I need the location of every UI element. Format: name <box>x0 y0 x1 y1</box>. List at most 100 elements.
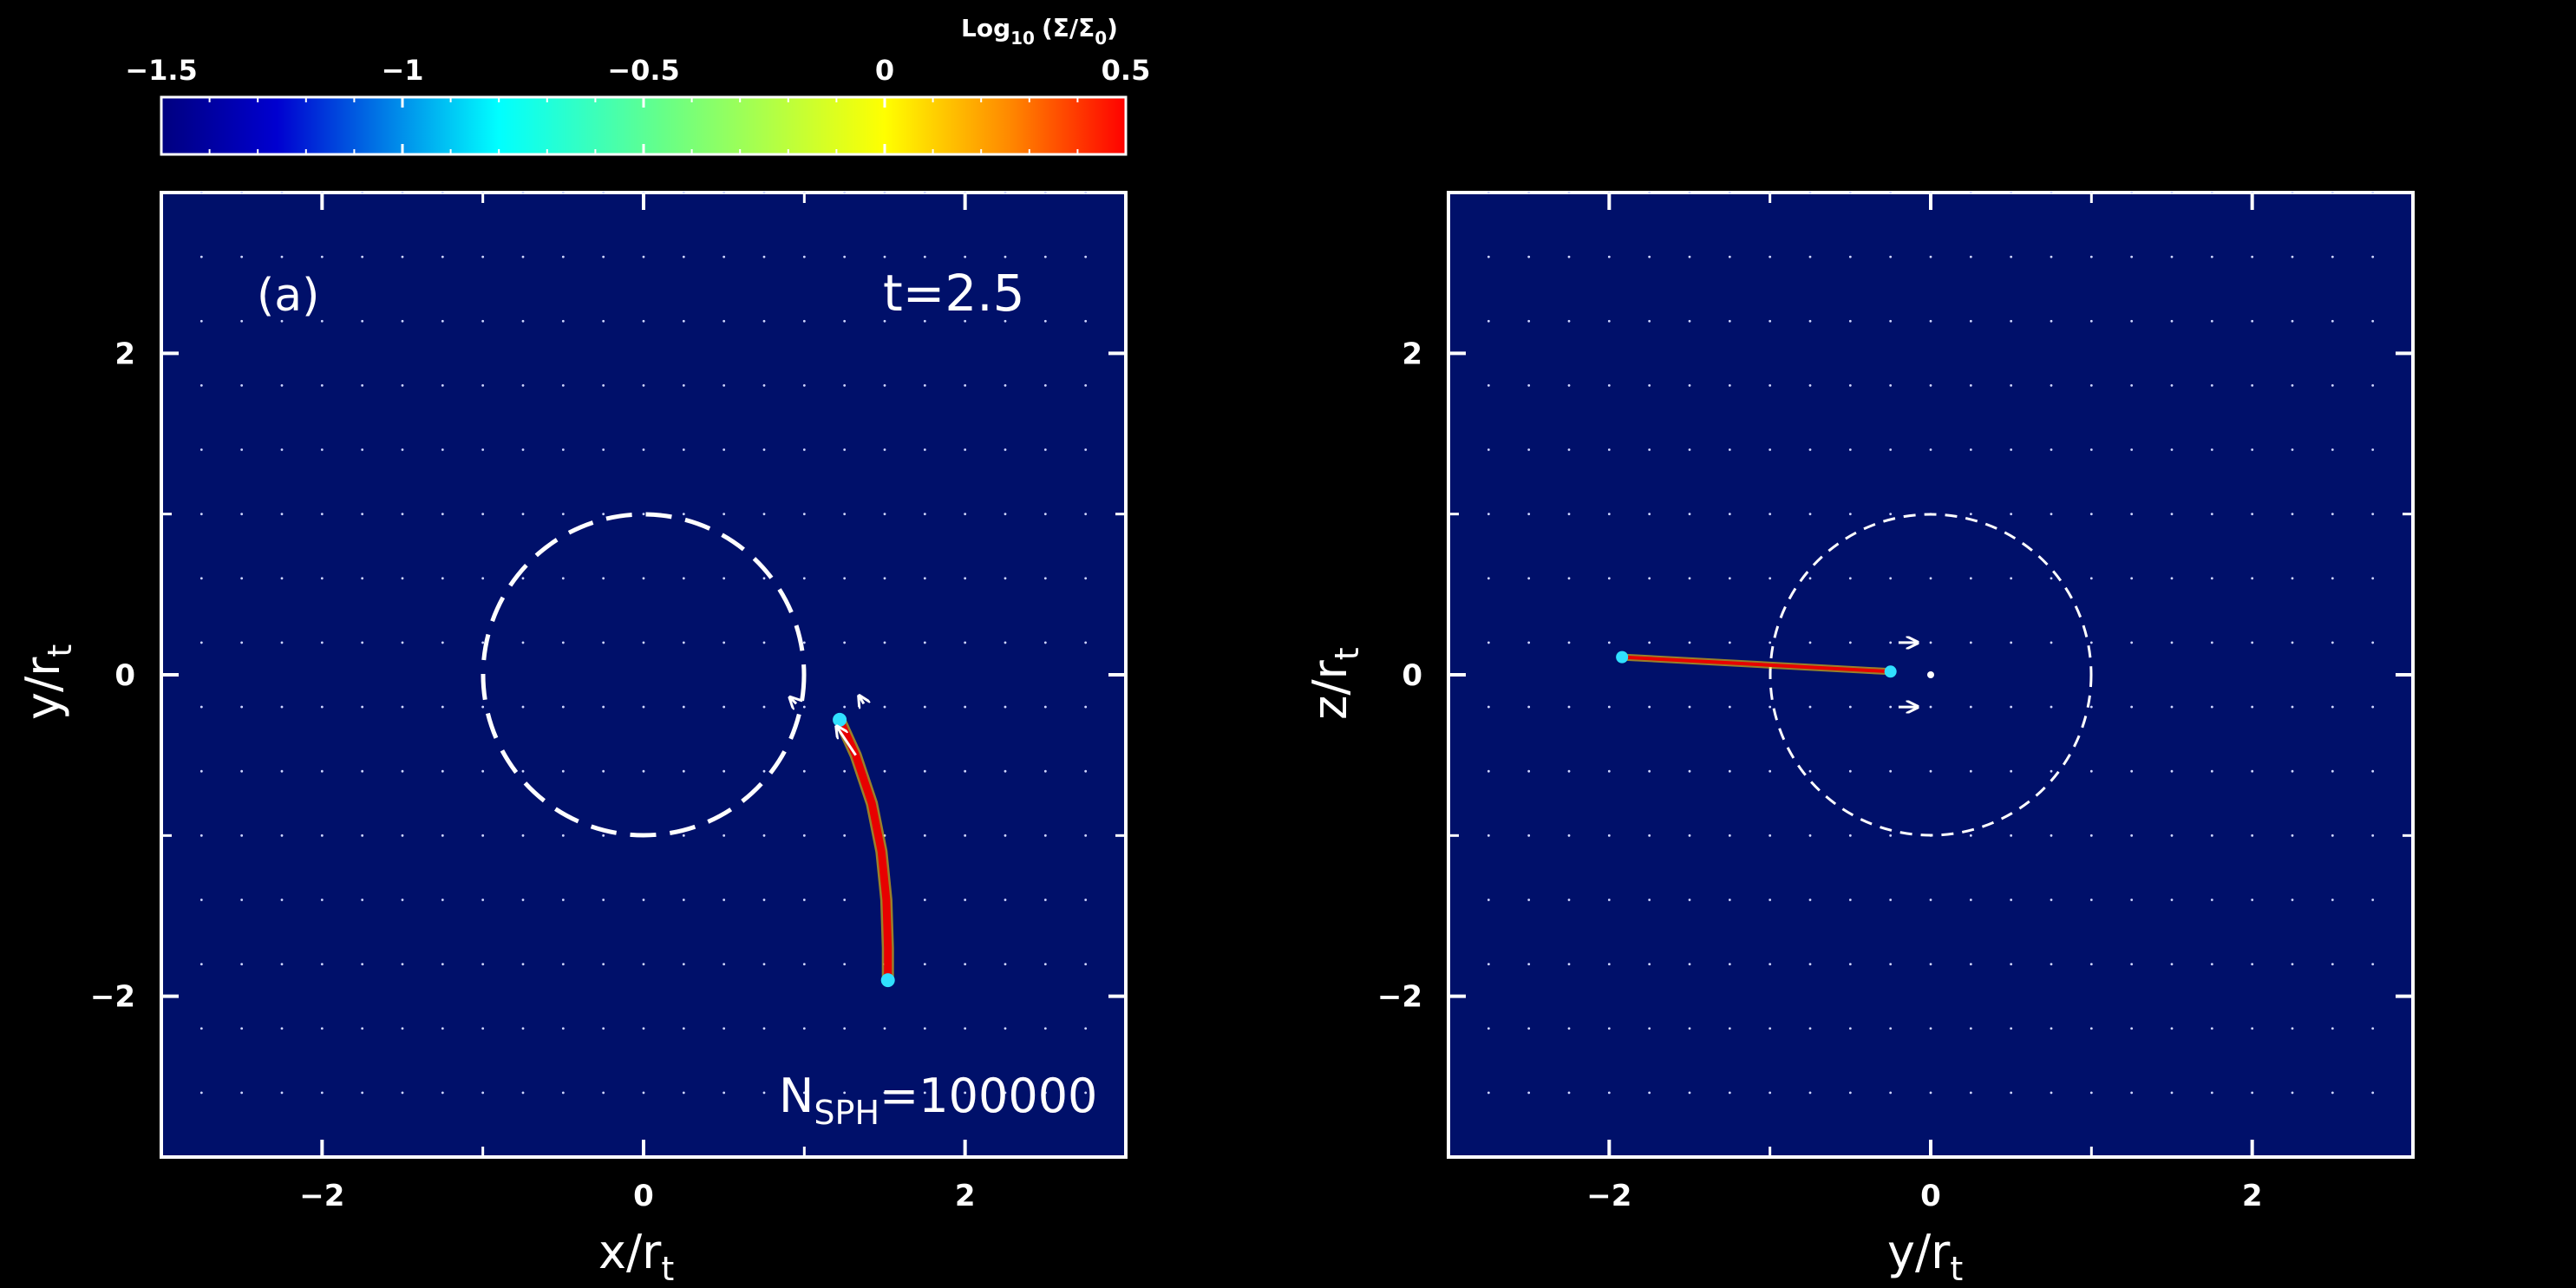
grid-dot <box>2371 191 2375 194</box>
grid-dot <box>843 577 847 580</box>
grid-dot <box>1969 255 1972 258</box>
grid-dot <box>1889 577 1893 580</box>
grid-dot <box>1688 1027 1691 1030</box>
grid-dot <box>762 319 766 323</box>
grid-dot <box>2130 191 2134 194</box>
grid-dot <box>199 834 203 837</box>
grid-dot <box>2291 513 2294 516</box>
grid-dot <box>1648 319 1651 323</box>
grid-dot <box>802 899 806 901</box>
grid-dot <box>1688 834 1691 837</box>
grid-dot <box>1487 705 1490 709</box>
grid-dot <box>1929 641 1932 644</box>
grid-dot <box>1969 448 1972 451</box>
grid-dot <box>240 1027 244 1030</box>
grid-dot <box>361 834 364 837</box>
grid-dot <box>883 769 886 773</box>
grid-dot <box>964 705 967 709</box>
grid-dot <box>1567 769 1571 773</box>
grid-dot <box>2371 448 2375 451</box>
grid-dot <box>401 705 404 709</box>
grid-dot <box>2371 513 2375 516</box>
grid-dot <box>441 1027 444 1030</box>
y-tick-label: 2 <box>114 337 135 371</box>
grid-dot <box>1848 1091 1852 1095</box>
grid-dot <box>682 448 685 451</box>
grid-dot <box>1848 899 1852 901</box>
grid-dot <box>1043 255 1047 258</box>
grid-dot <box>1607 1027 1611 1030</box>
grid-dot <box>2050 641 2053 644</box>
grid-dot <box>1848 1027 1852 1030</box>
grid-dot <box>682 191 685 194</box>
grid-dot <box>1969 384 1972 387</box>
grid-dot <box>843 1091 847 1095</box>
grid-dot <box>1527 448 1531 451</box>
grid-dot <box>2170 448 2174 451</box>
grid-dot <box>1728 705 1731 709</box>
grid-dot <box>2371 1091 2375 1095</box>
grid-dot <box>2331 577 2334 580</box>
grid-dot <box>1769 1027 1772 1030</box>
grid-dot <box>1487 963 1490 965</box>
velocity-arrow-icon <box>836 726 857 756</box>
grid-dot <box>1688 384 1691 387</box>
grid-dot <box>1889 448 1893 451</box>
grid-dot <box>722 834 726 837</box>
grid-dot <box>1567 384 1571 387</box>
grid-dot <box>320 769 324 773</box>
grid-dot <box>2371 899 2375 901</box>
grid-dot <box>843 834 847 837</box>
grid-dot <box>2251 1027 2254 1030</box>
grid-dot <box>1769 963 1772 965</box>
grid-dot <box>1728 384 1731 387</box>
grid-dot <box>1688 705 1691 709</box>
x-tick-label: 2 <box>955 1179 976 1213</box>
grid-dot <box>1808 1091 1812 1095</box>
grid-dot <box>481 963 485 965</box>
grid-dot <box>964 834 967 837</box>
grid-dot <box>199 384 203 387</box>
grid-dot <box>1808 641 1812 644</box>
grid-dot <box>722 769 726 773</box>
grid-dot <box>320 1027 324 1030</box>
grid-dot <box>762 1091 766 1095</box>
grid-dot <box>642 319 645 323</box>
grid-dot <box>883 513 886 516</box>
grid-dot <box>1043 899 1047 901</box>
grid-dot <box>2010 963 2013 965</box>
y-tick-label: 0 <box>1402 658 1422 693</box>
grid-dot <box>682 769 685 773</box>
grid-dot <box>923 255 926 258</box>
grid-dot <box>923 1091 926 1095</box>
grid-dot <box>280 769 284 773</box>
grid-dot <box>2010 641 2013 644</box>
grid-dot <box>361 255 364 258</box>
grid-dot <box>2251 1091 2254 1095</box>
panel-b-velocity-arrows <box>1898 643 1918 707</box>
grid-dot <box>1648 705 1651 709</box>
grid-dot <box>2170 513 2174 516</box>
grid-dot <box>1607 963 1611 965</box>
grid-dot <box>2291 1027 2294 1030</box>
grid-dot <box>2331 963 2334 965</box>
panel-b-stream-head <box>1616 651 1629 664</box>
grid-dot <box>240 384 244 387</box>
grid-dot <box>1567 191 1571 194</box>
grid-dot <box>1808 255 1812 258</box>
grid-dot <box>441 641 444 644</box>
grid-dot <box>199 641 203 644</box>
grid-dot <box>2089 448 2093 451</box>
panel-a-ylabel: y/rt <box>16 644 79 720</box>
grid-dot <box>964 1027 967 1030</box>
grid-dot <box>2251 319 2254 323</box>
grid-dot <box>2371 769 2375 773</box>
grid-dot <box>561 1091 565 1095</box>
grid-dot <box>280 1027 284 1030</box>
grid-dot <box>1043 1027 1047 1030</box>
grid-dot <box>1728 769 1731 773</box>
grid-dot <box>2089 641 2093 644</box>
grid-dot <box>1607 705 1611 709</box>
grid-dot <box>2130 705 2134 709</box>
grid-dot <box>722 384 726 387</box>
